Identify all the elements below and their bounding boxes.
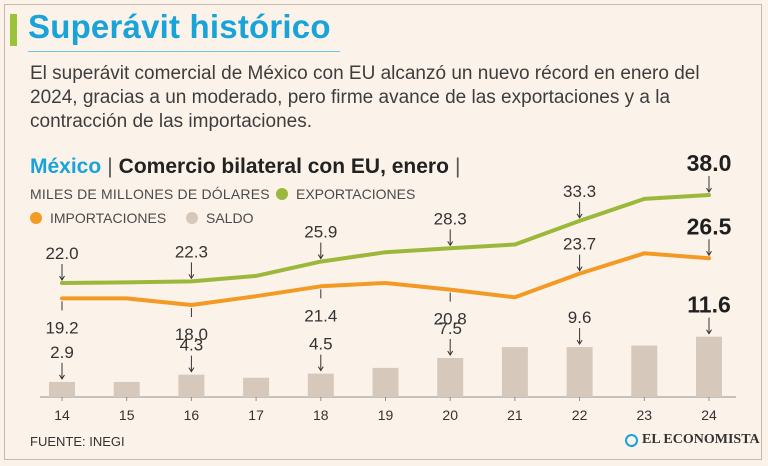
x-tick-label-16: 16 <box>184 407 200 423</box>
legend-imports-label: IMPORTACIONES <box>50 210 167 226</box>
chart-title-end-separator: | <box>454 155 461 178</box>
imports-pointer-22-head <box>576 266 583 272</box>
chart-title-separator: | <box>107 155 113 178</box>
bar-saldo-15 <box>113 381 140 397</box>
exports-pointer-24-head <box>706 187 712 193</box>
saldo-pointer-18-head <box>317 366 324 372</box>
saldo-pointer-14-head <box>59 374 65 380</box>
imports-value-20: 20.8 <box>434 310 467 329</box>
x-tick-label-20: 20 <box>442 407 458 423</box>
exports-value-24: 38.0 <box>687 150 732 176</box>
headline-accent-bar <box>10 14 17 46</box>
x-tick-label-14: 14 <box>54 407 70 423</box>
exports-pointer-16-head <box>188 274 195 280</box>
exports-pointer-14-head <box>59 275 65 281</box>
legend-imports: IMPORTACIONES <box>30 210 166 226</box>
legend-balance: SALDO <box>186 210 253 226</box>
legend-balance-label: SALDO <box>206 210 254 226</box>
bar-saldo-23 <box>631 345 658 397</box>
chart-title-subject: Comercio bilateral con EU, enero <box>118 155 449 178</box>
bar-saldo-24 <box>696 336 722 397</box>
exports-value-14: 22.0 <box>45 244 78 263</box>
exports-pointer-20-head <box>447 241 454 247</box>
bar-saldo-19 <box>372 367 399 397</box>
saldo-value-22: 9.6 <box>568 308 592 327</box>
bar-saldo-20 <box>437 358 464 397</box>
x-tick-label-23: 23 <box>637 407 653 423</box>
exports-value-20: 28.3 <box>434 209 467 228</box>
bar-saldo-21 <box>501 347 528 397</box>
saldo-value-24: 11.6 <box>687 292 731 318</box>
infographic-frame <box>4 4 762 460</box>
legend-balance-swatch <box>186 212 198 224</box>
exports-value-16: 22.3 <box>175 242 208 261</box>
saldo-value-18: 4.5 <box>309 335 333 354</box>
chart-title: México | Comercio bilateral con EU, enero | <box>30 155 466 179</box>
headline-rule <box>28 51 340 52</box>
saldo-pointer-22-head <box>576 339 583 346</box>
saldo-value-20: 7.5 <box>438 319 462 338</box>
bar-saldo-22 <box>566 347 593 397</box>
saldo-pointer-16-head <box>188 367 195 373</box>
x-tick-label-19: 19 <box>378 407 394 423</box>
imports-pointer-24-head <box>706 250 712 257</box>
headline: Superávit histórico <box>28 8 331 45</box>
series-line-importaciones <box>60 251 711 307</box>
chart-title-country: México <box>30 155 102 178</box>
imports-value-18: 21.4 <box>304 306 337 325</box>
bar-saldo-17 <box>243 377 270 397</box>
x-tick-label-15: 15 <box>119 407 135 423</box>
brand-name: EL ECONOMISTA <box>642 432 760 447</box>
source-note: FUENTE: INEGI <box>30 434 125 449</box>
exports-value-22: 33.3 <box>563 182 596 201</box>
brand-logo: EL ECONOMISTA <box>625 432 760 448</box>
legend-exports: EXPORTACIONES <box>276 186 415 202</box>
series-line-exportaciones <box>60 193 711 285</box>
legend-exports-swatch <box>276 188 288 200</box>
saldo-pointer-20-head <box>447 350 454 356</box>
x-tick-label-22: 22 <box>572 407 588 423</box>
x-tick-label-18: 18 <box>313 407 329 423</box>
legend-imports-swatch <box>30 212 42 224</box>
imports-value-14: 19.2 <box>45 318 78 337</box>
brand-icon <box>625 433 638 447</box>
bar-saldo-16 <box>178 374 205 397</box>
x-tick-label-17: 17 <box>248 407 264 423</box>
saldo-value-14: 2.9 <box>50 343 74 362</box>
units-label: MILES DE MILLONES DE DÓLARES <box>30 186 270 202</box>
imports-value-16: 18.0 <box>175 325 208 344</box>
saldo-pointer-24-head <box>706 329 712 335</box>
dek-paragraph: El superávit comercial de México con EU … <box>30 63 700 132</box>
saldo-value-16: 4.3 <box>180 336 204 355</box>
exports-pointer-18-head <box>317 254 324 260</box>
legend-exports-label: EXPORTACIONES <box>296 186 416 202</box>
x-tick-label-24: 24 <box>701 407 717 423</box>
exports-value-18: 25.9 <box>304 223 337 242</box>
x-tick-label-21: 21 <box>507 407 523 423</box>
exports-pointer-22-head <box>576 213 583 219</box>
bar-saldo-18 <box>307 373 334 397</box>
imports-value-22: 23.7 <box>563 235 596 254</box>
imports-value-24: 26.5 <box>687 213 732 239</box>
bar-saldo-14 <box>49 381 75 397</box>
